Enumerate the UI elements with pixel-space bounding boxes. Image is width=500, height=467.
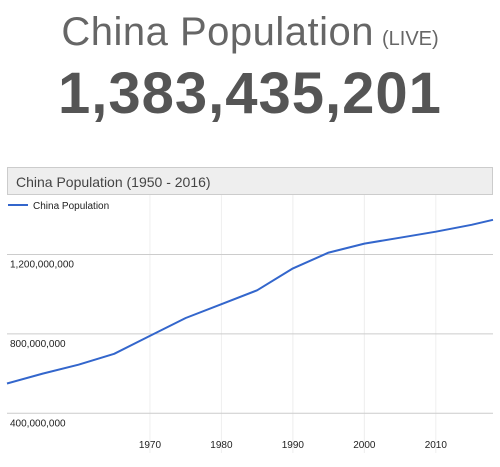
y-tick-label: 400,000,000 — [10, 418, 66, 429]
y-tick-label: 1,200,000,000 — [10, 260, 74, 271]
population-line-chart: 400,000,000 800,000,000 1,200,000,000 1970 1… — [6, 195, 494, 453]
x-tick-label: 1990 — [282, 440, 305, 451]
live-label: (LIVE) — [381, 28, 439, 50]
series-line — [6, 218, 494, 385]
legend-label: China Population — [33, 201, 109, 212]
x-tick-label: 2000 — [353, 440, 376, 451]
chart-title-bar: China Population (1950 - 2016) — [7, 167, 493, 195]
x-tick-label: 2010 — [425, 440, 448, 451]
x-tick-label: 1980 — [210, 440, 233, 451]
y-tick-label: 800,000,000 — [10, 339, 66, 350]
page-title-text: China Population — [61, 10, 374, 54]
population-counter: 1,383,435,201 — [58, 61, 442, 126]
chart-title: China Population (1950 - 2016) — [16, 174, 211, 190]
page-title: China Population (LIVE) — [0, 10, 500, 55]
x-tick-label: 1970 — [139, 440, 162, 451]
